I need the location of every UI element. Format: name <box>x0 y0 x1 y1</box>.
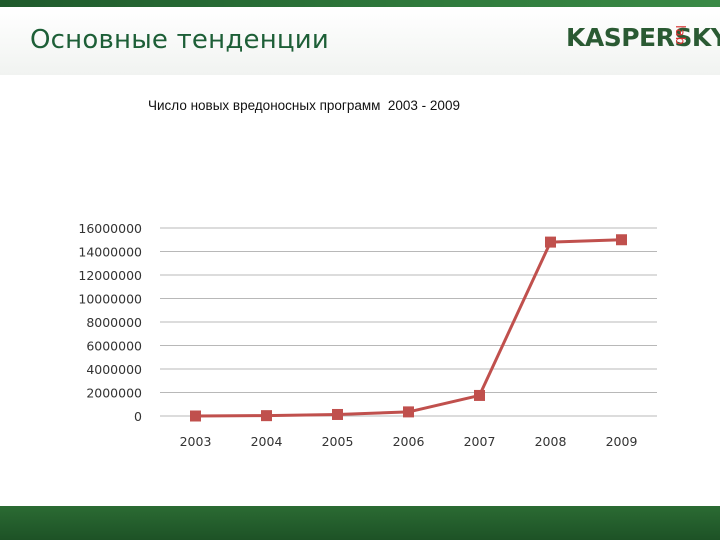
y-tick-label: 16000000 <box>78 221 142 236</box>
x-tick-label: 2008 <box>535 434 567 449</box>
series-line <box>195 238 622 418</box>
chart-heading: Число новых вредоносных программ 2003 - … <box>148 98 460 113</box>
y-tick-label: 8000000 <box>86 315 142 330</box>
x-axis-ticks: 2003 2004 2005 2006 2007 2008 2009 <box>180 434 638 449</box>
y-tick-label: 2000000 <box>86 386 142 401</box>
top-stripe <box>0 0 720 7</box>
x-tick-label: 2007 <box>464 434 496 449</box>
x-tick-label: 2003 <box>180 434 212 449</box>
y-tick-label: 10000000 <box>78 292 142 307</box>
data-point-marker <box>403 406 414 418</box>
data-point-marker <box>545 236 556 248</box>
slide-title: Основные тенденции <box>30 25 329 55</box>
series-layer <box>190 234 627 422</box>
data-point-marker <box>474 389 485 401</box>
y-tick-label: 14000000 <box>78 245 142 260</box>
data-point-marker <box>190 410 201 422</box>
chart-gridlines <box>160 227 657 417</box>
slide-header: Основные тенденции <box>0 7 720 75</box>
logo-wordmark: KASPERSKY <box>566 23 720 52</box>
footer-bar <box>0 506 720 540</box>
x-tick-label: 2009 <box>606 434 638 449</box>
x-tick-label: 2004 <box>251 434 283 449</box>
y-tick-label: 0 <box>134 409 142 424</box>
x-tick-label: 2005 <box>322 434 354 449</box>
x-tick-label: 2006 <box>393 434 425 449</box>
y-tick-label: 6000000 <box>86 339 142 354</box>
y-tick-label: 4000000 <box>86 362 142 377</box>
data-point-marker <box>616 234 627 246</box>
kaspersky-logo: KASPERSKY lab <box>566 23 720 63</box>
line-chart: 0 2000000 4000000 6000000 8000000 10000000 120… <box>78 221 657 449</box>
y-tick-label: 12000000 <box>78 268 142 283</box>
data-point-marker <box>261 410 272 422</box>
data-point-marker <box>332 408 343 420</box>
y-axis-ticks: 0 2000000 4000000 6000000 8000000 10000000 120… <box>78 221 142 424</box>
